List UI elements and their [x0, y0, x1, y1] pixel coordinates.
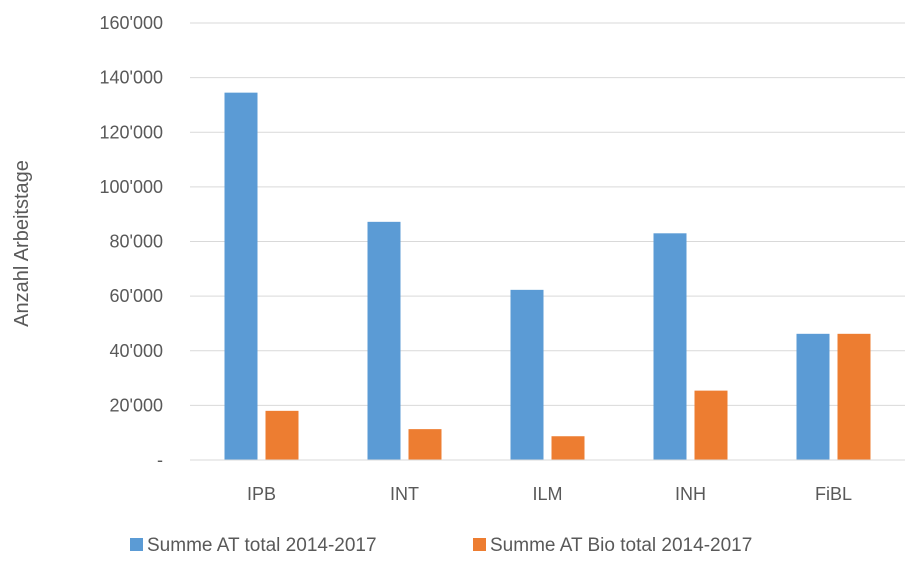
- y-tick-label: 60'000: [110, 286, 164, 306]
- y-tick-label: 160'000: [99, 13, 163, 33]
- gridlines: [190, 22, 905, 406]
- y-axis-ticks: - 20'000 40'000 60'000 80'000 100'000 120'000 1…: [99, 13, 163, 470]
- bar-total-ipb: [224, 92, 258, 460]
- x-category-label: IPB: [247, 484, 276, 504]
- bars: [224, 92, 871, 460]
- bar-total-fibl: [796, 333, 830, 460]
- x-axis-categories: IPB INT ILM INH FiBL: [247, 484, 852, 504]
- y-axis-title: Anzahl Arbeitstage: [11, 160, 33, 327]
- legend-label: Summe AT Bio total 2014-2017: [490, 535, 752, 556]
- legend-swatch: [130, 538, 143, 551]
- y-tick-label: 20'000: [110, 395, 164, 415]
- y-tick-label: 100'000: [99, 177, 163, 197]
- legend-label: Summe AT total 2014-2017: [147, 535, 377, 556]
- x-category-label: ILM: [532, 484, 562, 504]
- y-tick-label: 80'000: [110, 232, 164, 252]
- bar-bio-int: [408, 429, 442, 460]
- legend-swatch: [473, 538, 486, 551]
- x-category-label: INT: [390, 484, 419, 504]
- bar-bio-inh: [694, 390, 728, 460]
- y-tick-label: 40'000: [110, 341, 164, 361]
- legend: Summe AT total 2014-2017 Summe AT Bio tot…: [130, 535, 752, 556]
- y-tick-label: 140'000: [99, 68, 163, 88]
- bar-total-ilm: [510, 289, 544, 460]
- y-tick-label: 120'000: [99, 122, 163, 142]
- bar-total-int: [367, 221, 401, 460]
- x-category-label: FiBL: [815, 484, 852, 504]
- bar-bio-ipb: [265, 410, 299, 460]
- bar-bio-ilm: [551, 436, 585, 460]
- bar-bio-fibl: [837, 333, 871, 460]
- x-category-label: INH: [675, 484, 706, 504]
- bar-total-inh: [653, 233, 687, 460]
- y-tick-label: -: [157, 450, 163, 470]
